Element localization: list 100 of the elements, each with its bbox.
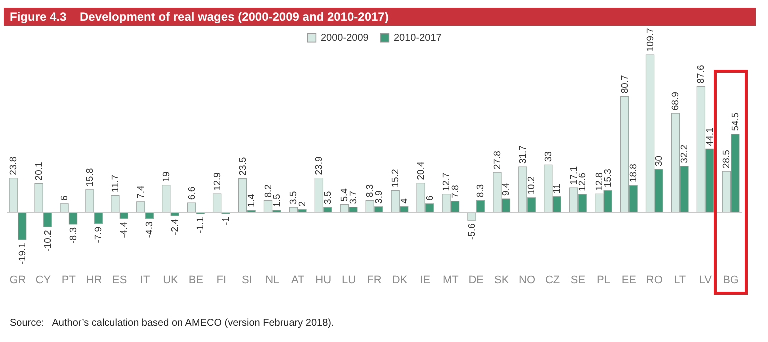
data-label: 28.5 [722, 150, 733, 169]
x-tick-label: HU [316, 274, 332, 286]
x-tick-label: MT [442, 274, 460, 286]
data-label: 1.5 [272, 194, 284, 208]
x-tick-label: AT [291, 274, 305, 286]
data-label: 19 [161, 172, 172, 182]
data-label: 27.8 [492, 151, 504, 170]
source-note: Source: Author’s calculation based on AMECO (version February 2018). [10, 318, 334, 329]
data-label: 12.6 [578, 172, 589, 192]
data-label: 7.8 [450, 185, 462, 198]
legend-label: 2000-2009 [321, 33, 370, 44]
x-tick-label: SI [242, 274, 252, 286]
data-label: 11 [552, 184, 564, 194]
data-label: -8.3 [68, 227, 80, 244]
data-label: -19.1 [17, 243, 28, 265]
data-label: 7.4 [136, 186, 147, 199]
data-label: -2.4 [170, 219, 182, 236]
bar [60, 204, 69, 213]
data-label: 12.9 [212, 172, 224, 192]
data-label: 6 [424, 196, 436, 201]
x-tick-label: SE [570, 274, 586, 286]
data-label: -4.4 [119, 222, 130, 238]
x-tick-label: IT [140, 274, 150, 286]
data-label: 3.5 [322, 191, 334, 205]
data-label: -4.3 [144, 222, 156, 238]
data-label: -1 [221, 217, 232, 226]
data-label: 109.7 [645, 28, 656, 52]
x-tick-label: LV [699, 274, 713, 286]
x-tick-label: PT [62, 274, 76, 286]
x-tick-label: BE [188, 274, 204, 286]
data-label: 23.9 [314, 156, 326, 176]
x-tick-label: IE [420, 274, 431, 286]
bar [43, 212, 52, 228]
data-label: 80.7 [620, 75, 631, 94]
data-label: 3.9 [374, 190, 385, 204]
data-label: 20.4 [416, 162, 428, 180]
data-label: 31.7 [518, 146, 529, 164]
data-label: 8.3 [476, 184, 487, 198]
bar [212, 194, 222, 213]
x-tick-label: HR [86, 274, 102, 286]
chart-title: Figure 4.3 Development of real wages (2000-2009 and 2010-2017) [4, 8, 756, 26]
data-label: -10.2 [42, 230, 54, 252]
data-label: 8.2 [263, 184, 274, 198]
data-label: 15.3 [603, 169, 614, 188]
bar [476, 200, 486, 213]
data-label: 1.4 [246, 194, 258, 208]
x-tick-label: NO [519, 274, 536, 286]
x-tick-label: BG [723, 274, 739, 286]
bar [9, 178, 18, 213]
data-label: 8.3 [365, 184, 376, 198]
data-label: 18.8 [628, 164, 640, 183]
data-label: 30 [654, 156, 666, 166]
data-label: 20.1 [34, 162, 46, 181]
x-tick-label: EE [622, 274, 637, 286]
x-tick-label: FI [216, 274, 227, 286]
data-label: -1.1 [196, 217, 207, 234]
bar [86, 190, 94, 213]
x-tick-label: FR [367, 274, 382, 286]
data-label: 23.8 [8, 156, 20, 176]
data-label: 6.6 [186, 186, 198, 200]
data-label: 4 [399, 198, 410, 204]
x-tick-label: LU [342, 274, 356, 286]
data-label: 32.2 [679, 144, 690, 164]
x-tick-label: NL [266, 274, 280, 286]
x-tick-label: LT [674, 274, 686, 286]
data-label: 17.1 [568, 166, 580, 186]
data-label: 6 [60, 196, 71, 201]
data-label: 12.7 [442, 172, 453, 192]
data-label: 33 [543, 152, 554, 162]
data-label: 3.7 [348, 191, 360, 204]
bar [136, 202, 146, 213]
data-label: -5.6 [466, 224, 478, 240]
data-label: 9.4 [501, 182, 512, 196]
x-tick-label: PL [596, 274, 610, 286]
bar [111, 195, 120, 213]
x-tick-label: ES [112, 274, 128, 286]
bar [18, 212, 27, 240]
x-tick-label: CZ [545, 274, 560, 286]
data-label: -7.9 [94, 226, 105, 244]
x-tick-label: DK [392, 274, 408, 286]
x-tick-label: GR [10, 274, 26, 286]
data-label: 87.6 [696, 65, 708, 84]
data-label: 23.5 [238, 157, 249, 176]
data-label: 15.8 [84, 168, 96, 187]
data-label: 10.2 [526, 176, 538, 195]
x-tick-label: RO [646, 274, 664, 286]
data-label: 2 [297, 201, 308, 207]
data-label: 15.2 [390, 169, 402, 188]
data-label: 12.8 [594, 172, 606, 192]
data-label: 11.7 [110, 174, 122, 193]
bar [468, 212, 476, 221]
legend-label: 2010-2017 [394, 33, 442, 44]
x-tick-label: CY [36, 274, 52, 286]
data-label: 5.4 [340, 188, 351, 202]
bar [162, 184, 171, 213]
x-tick-label: UK [163, 274, 180, 286]
data-label: 68.9 [670, 92, 682, 111]
bar [94, 212, 104, 224]
bar [34, 183, 44, 213]
x-tick-label: DE [468, 274, 484, 286]
